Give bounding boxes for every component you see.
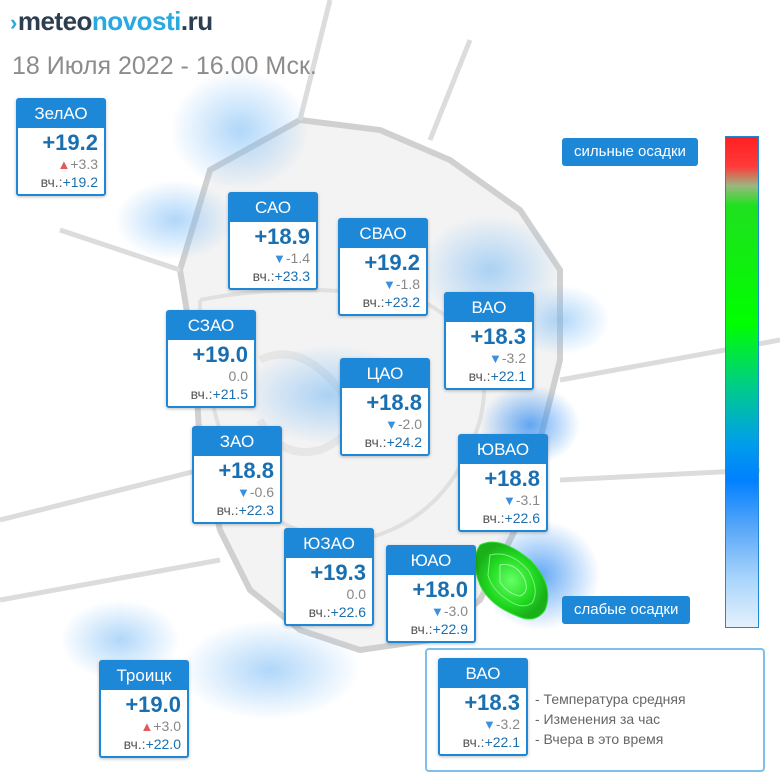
- precip-color-scale: [725, 136, 759, 628]
- trend-down-icon: ▼: [483, 717, 496, 732]
- district-name: ЮВАО: [460, 436, 546, 464]
- yesterday-temperature: +23.2: [384, 294, 420, 310]
- district-temperature: +18.3: [470, 324, 526, 349]
- trend-down-icon: ▼: [383, 277, 396, 292]
- logo-part-ru: .ru: [180, 6, 213, 36]
- district-card-yuvao[interactable]: ЮВАО +18.8 ▼-3.1 вч.:+22.6: [458, 434, 548, 532]
- district-card-sao[interactable]: САО +18.9 ▼-1.4 вч.:+23.3: [228, 192, 318, 290]
- legend-line-yesterday: - Вчера в это время: [535, 731, 664, 747]
- logo-mark-icon: ›: [10, 10, 17, 35]
- forecast-date-time: 18 Июля 2022 - 16.00 Мск.: [12, 52, 317, 80]
- site-logo[interactable]: ›meteonovosti.ru: [10, 6, 213, 37]
- district-card-yuzao[interactable]: ЮЗАО +19.3 0.0 вч.:+22.6: [284, 528, 374, 626]
- hourly-change: -1.8: [395, 276, 420, 292]
- district-temperature: +18.9: [254, 224, 310, 249]
- trend-down-icon: ▼: [431, 604, 444, 619]
- district-temperature: +19.3: [310, 560, 366, 585]
- yesterday-label: вч.:: [468, 368, 491, 384]
- yesterday-label: вч.:: [462, 734, 485, 750]
- district-name: ЮЗАО: [286, 530, 372, 558]
- hourly-change: -3.0: [443, 603, 468, 619]
- district-name: ВАО: [446, 294, 532, 322]
- yesterday-label: вч.:: [216, 502, 239, 518]
- district-name: СВАО: [340, 220, 426, 248]
- yesterday-temperature: +21.5: [212, 386, 248, 402]
- district-temperature: +19.2: [42, 130, 98, 155]
- district-name: ВАО: [440, 660, 526, 688]
- yesterday-label: вч.:: [410, 621, 433, 637]
- district-name: ЗАО: [194, 428, 280, 456]
- district-temperature: +19.2: [364, 250, 420, 275]
- yesterday-temperature: +22.1: [490, 368, 526, 384]
- district-card-troitsk[interactable]: Троицк +19.0 ▲+3.0 вч.:+22.0: [99, 660, 189, 758]
- hourly-change: 0.0: [346, 586, 366, 602]
- yesterday-temperature: +22.1: [484, 734, 520, 750]
- district-name: ЗелАО: [18, 100, 104, 128]
- logo-part-novosti: novosti: [91, 6, 181, 36]
- district-temperature: +18.8: [484, 466, 540, 491]
- yesterday-label: вч.:: [364, 434, 387, 450]
- legend-example-card: ВАО +18.3 ▼-3.2 вч.:+22.1: [438, 658, 528, 756]
- yesterday-temperature: +23.3: [274, 268, 310, 284]
- legend-line-temperature: - Температура средняя: [535, 691, 686, 707]
- yesterday-temperature: +19.2: [62, 174, 98, 190]
- yesterday-label: вч.:: [123, 736, 146, 752]
- district-temperature: +19.0: [192, 342, 248, 367]
- yesterday-label: вч.:: [362, 294, 385, 310]
- trend-down-icon: ▼: [503, 493, 516, 508]
- trend-down-icon: ▼: [489, 351, 502, 366]
- yesterday-temperature: +22.9: [432, 621, 468, 637]
- district-temperature: +18.0: [412, 577, 468, 602]
- district-temperature: +18.3: [464, 690, 520, 715]
- district-card-yuao[interactable]: ЮАО +18.0 ▼-3.0 вч.:+22.9: [386, 545, 476, 643]
- logo-part-meteo: meteo: [17, 6, 93, 36]
- district-card-zao[interactable]: ЗАО +18.8 ▼-0.6 вч.:+22.3: [192, 426, 282, 524]
- district-temperature: +18.8: [366, 390, 422, 415]
- hourly-change: 0.0: [228, 368, 248, 384]
- strong-precip-label: сильные осадки: [562, 138, 698, 166]
- district-card-svao[interactable]: СВАО +19.2 ▼-1.8 вч.:+23.2: [338, 218, 428, 316]
- hourly-change: -0.6: [249, 484, 274, 500]
- yesterday-label: вч.:: [190, 386, 213, 402]
- hourly-change: -3.2: [495, 716, 520, 732]
- yesterday-temperature: +22.0: [145, 736, 181, 752]
- district-name: СЗАО: [168, 312, 254, 340]
- district-name: ЦАО: [342, 360, 428, 388]
- trend-down-icon: ▼: [273, 251, 286, 266]
- yesterday-label: вч.:: [308, 604, 331, 620]
- legend-descriptions: - Температура средняя - Изменения за час…: [535, 689, 686, 749]
- district-card-zelao[interactable]: ЗелАО +19.2 ▲+3.3 вч.:+19.2: [16, 98, 106, 196]
- yesterday-temperature: +24.2: [386, 434, 422, 450]
- trend-up-icon: ▲: [57, 157, 71, 172]
- hourly-change: -1.4: [285, 250, 310, 266]
- district-card-cao[interactable]: ЦАО +18.8 ▼-2.0 вч.:+24.2: [340, 358, 430, 456]
- district-name: Троицк: [101, 662, 187, 690]
- yesterday-label: вч.:: [482, 510, 505, 526]
- district-temperature: +19.0: [125, 692, 181, 717]
- trend-down-icon: ▼: [385, 417, 398, 432]
- trend-up-icon: ▲: [140, 719, 154, 734]
- hourly-change: -3.2: [501, 350, 526, 366]
- hourly-change: +3.3: [70, 156, 98, 172]
- yesterday-label: вч.:: [40, 174, 63, 190]
- yesterday-temperature: +22.6: [330, 604, 366, 620]
- yesterday-temperature: +22.6: [504, 510, 540, 526]
- legend-line-change: - Изменения за час: [535, 711, 661, 727]
- trend-down-icon: ▼: [237, 485, 250, 500]
- yesterday-temperature: +22.3: [238, 502, 274, 518]
- district-name: САО: [230, 194, 316, 222]
- district-card-vao[interactable]: ВАО +18.3 ▼-3.2 вч.:+22.1: [444, 292, 534, 390]
- district-name: ЮАО: [388, 547, 474, 575]
- hourly-change: +3.0: [153, 718, 181, 734]
- hourly-change: -2.0: [397, 416, 422, 432]
- district-temperature: +18.8: [218, 458, 274, 483]
- yesterday-label: вч.:: [252, 268, 275, 284]
- hourly-change: -3.1: [515, 492, 540, 508]
- weak-precip-label: слабые осадки: [562, 596, 691, 624]
- district-card-szao[interactable]: СЗАО +19.0 0.0 вч.:+21.5: [166, 310, 256, 408]
